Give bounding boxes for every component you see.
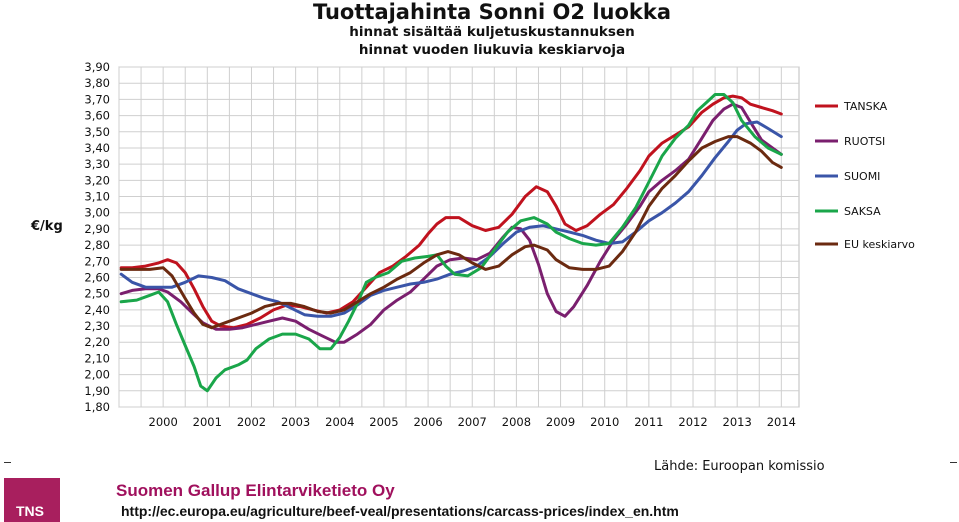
x-tick-label: 2010 (590, 415, 619, 429)
y-tick-label: 2,20 (84, 335, 110, 349)
x-tick-label: 2001 (193, 415, 222, 429)
y-tick-label: 2,70 (84, 254, 110, 268)
footer-dash-left (4, 462, 11, 463)
chart-subtitle-1: hinnat sisältää kuljetuskustannuksen (349, 24, 635, 40)
x-tick-label: 2012 (678, 415, 707, 429)
y-tick-label: 2,40 (84, 303, 110, 317)
x-tick-label: 2011 (634, 415, 663, 429)
x-tick-label: 2007 (458, 415, 487, 429)
y-tick-label: 2,10 (84, 351, 110, 365)
legend-label: RUOTSI (844, 135, 885, 148)
y-tick-label: 1,80 (84, 400, 110, 414)
y-tick-label: 3,10 (84, 190, 110, 204)
y-tick-label: 3,00 (84, 206, 110, 220)
x-tick-label: 2009 (546, 415, 575, 429)
y-tick-label: 1,90 (84, 384, 110, 398)
y-tick-label: 3,20 (84, 173, 110, 187)
y-tick-label: 2,30 (84, 319, 110, 333)
chart-title: Tuottajahinta Sonni O2 luokka (312, 0, 672, 24)
legend-label: SUOMI (844, 170, 880, 183)
series-line-saksa (119, 93, 783, 393)
y-tick-labels: 1,80 1,90 2,00 2,10 2,20 2,30 2,40 2,50 2,60 2,70… (84, 60, 110, 414)
y-tick-label: 2,90 (84, 222, 110, 236)
legend-label: SAKSA (844, 205, 881, 218)
y-tick-label: 2,60 (84, 270, 110, 284)
y-tick-label: 3,80 (84, 76, 110, 90)
source-note: Lähde: Euroopan komissio (654, 459, 825, 474)
y-tick-label: 3,70 (84, 92, 110, 106)
y-tick-label: 3,30 (84, 157, 110, 171)
x-tick-labels: 2000 2001 2002 2003 2004 2005 2006 2007 2008 2009… (149, 415, 796, 429)
x-tick-label: 2000 (149, 415, 178, 429)
series-line-suomi (119, 120, 783, 318)
tns-logo: TNS (4, 478, 60, 522)
footer-dash-right (950, 462, 957, 463)
x-tick-label: 2008 (502, 415, 531, 429)
y-tick-label: 3,60 (84, 109, 110, 123)
y-axis-label: €/kg (31, 219, 63, 234)
x-tick-label: 2004 (325, 415, 354, 429)
x-tick-label: 2003 (281, 415, 310, 429)
y-tick-label: 3,50 (84, 125, 110, 139)
company-name: Suomen Gallup Elintarviketieto Oy (116, 481, 395, 500)
y-tick-label: 2,00 (84, 368, 110, 382)
series-lines (119, 93, 783, 393)
x-tick-label: 2013 (723, 415, 752, 429)
x-tick-label: 2005 (369, 415, 398, 429)
y-tick-label: 2,80 (84, 238, 110, 252)
legend: TANSKA RUOTSI SUOMI SAKSA EU keskiarvo (815, 100, 915, 251)
x-tick-label: 2002 (237, 415, 266, 429)
y-tick-label: 2,50 (84, 287, 110, 301)
source-url-link[interactable]: http://ec.europa.eu/agriculture/beef-vea… (121, 503, 679, 519)
x-tick-label: 2014 (767, 415, 796, 429)
y-tick-label: 3,40 (84, 141, 110, 155)
series-line-eu-keskiarvo (119, 135, 783, 330)
chart-subtitle-2: hinnat vuoden liukuvia keskiarvoja (358, 42, 626, 58)
line-chart: 1,80 1,90 2,00 2,10 2,20 2,30 2,40 2,50 2,60 2,70… (84, 60, 915, 429)
y-tick-label: 3,90 (84, 60, 110, 74)
legend-label: EU keskiarvo (844, 238, 915, 251)
tns-logo-text: TNS (16, 503, 44, 519)
x-tick-label: 2006 (413, 415, 442, 429)
series-line-ruotsi (119, 102, 783, 344)
legend-label: TANSKA (843, 100, 888, 113)
